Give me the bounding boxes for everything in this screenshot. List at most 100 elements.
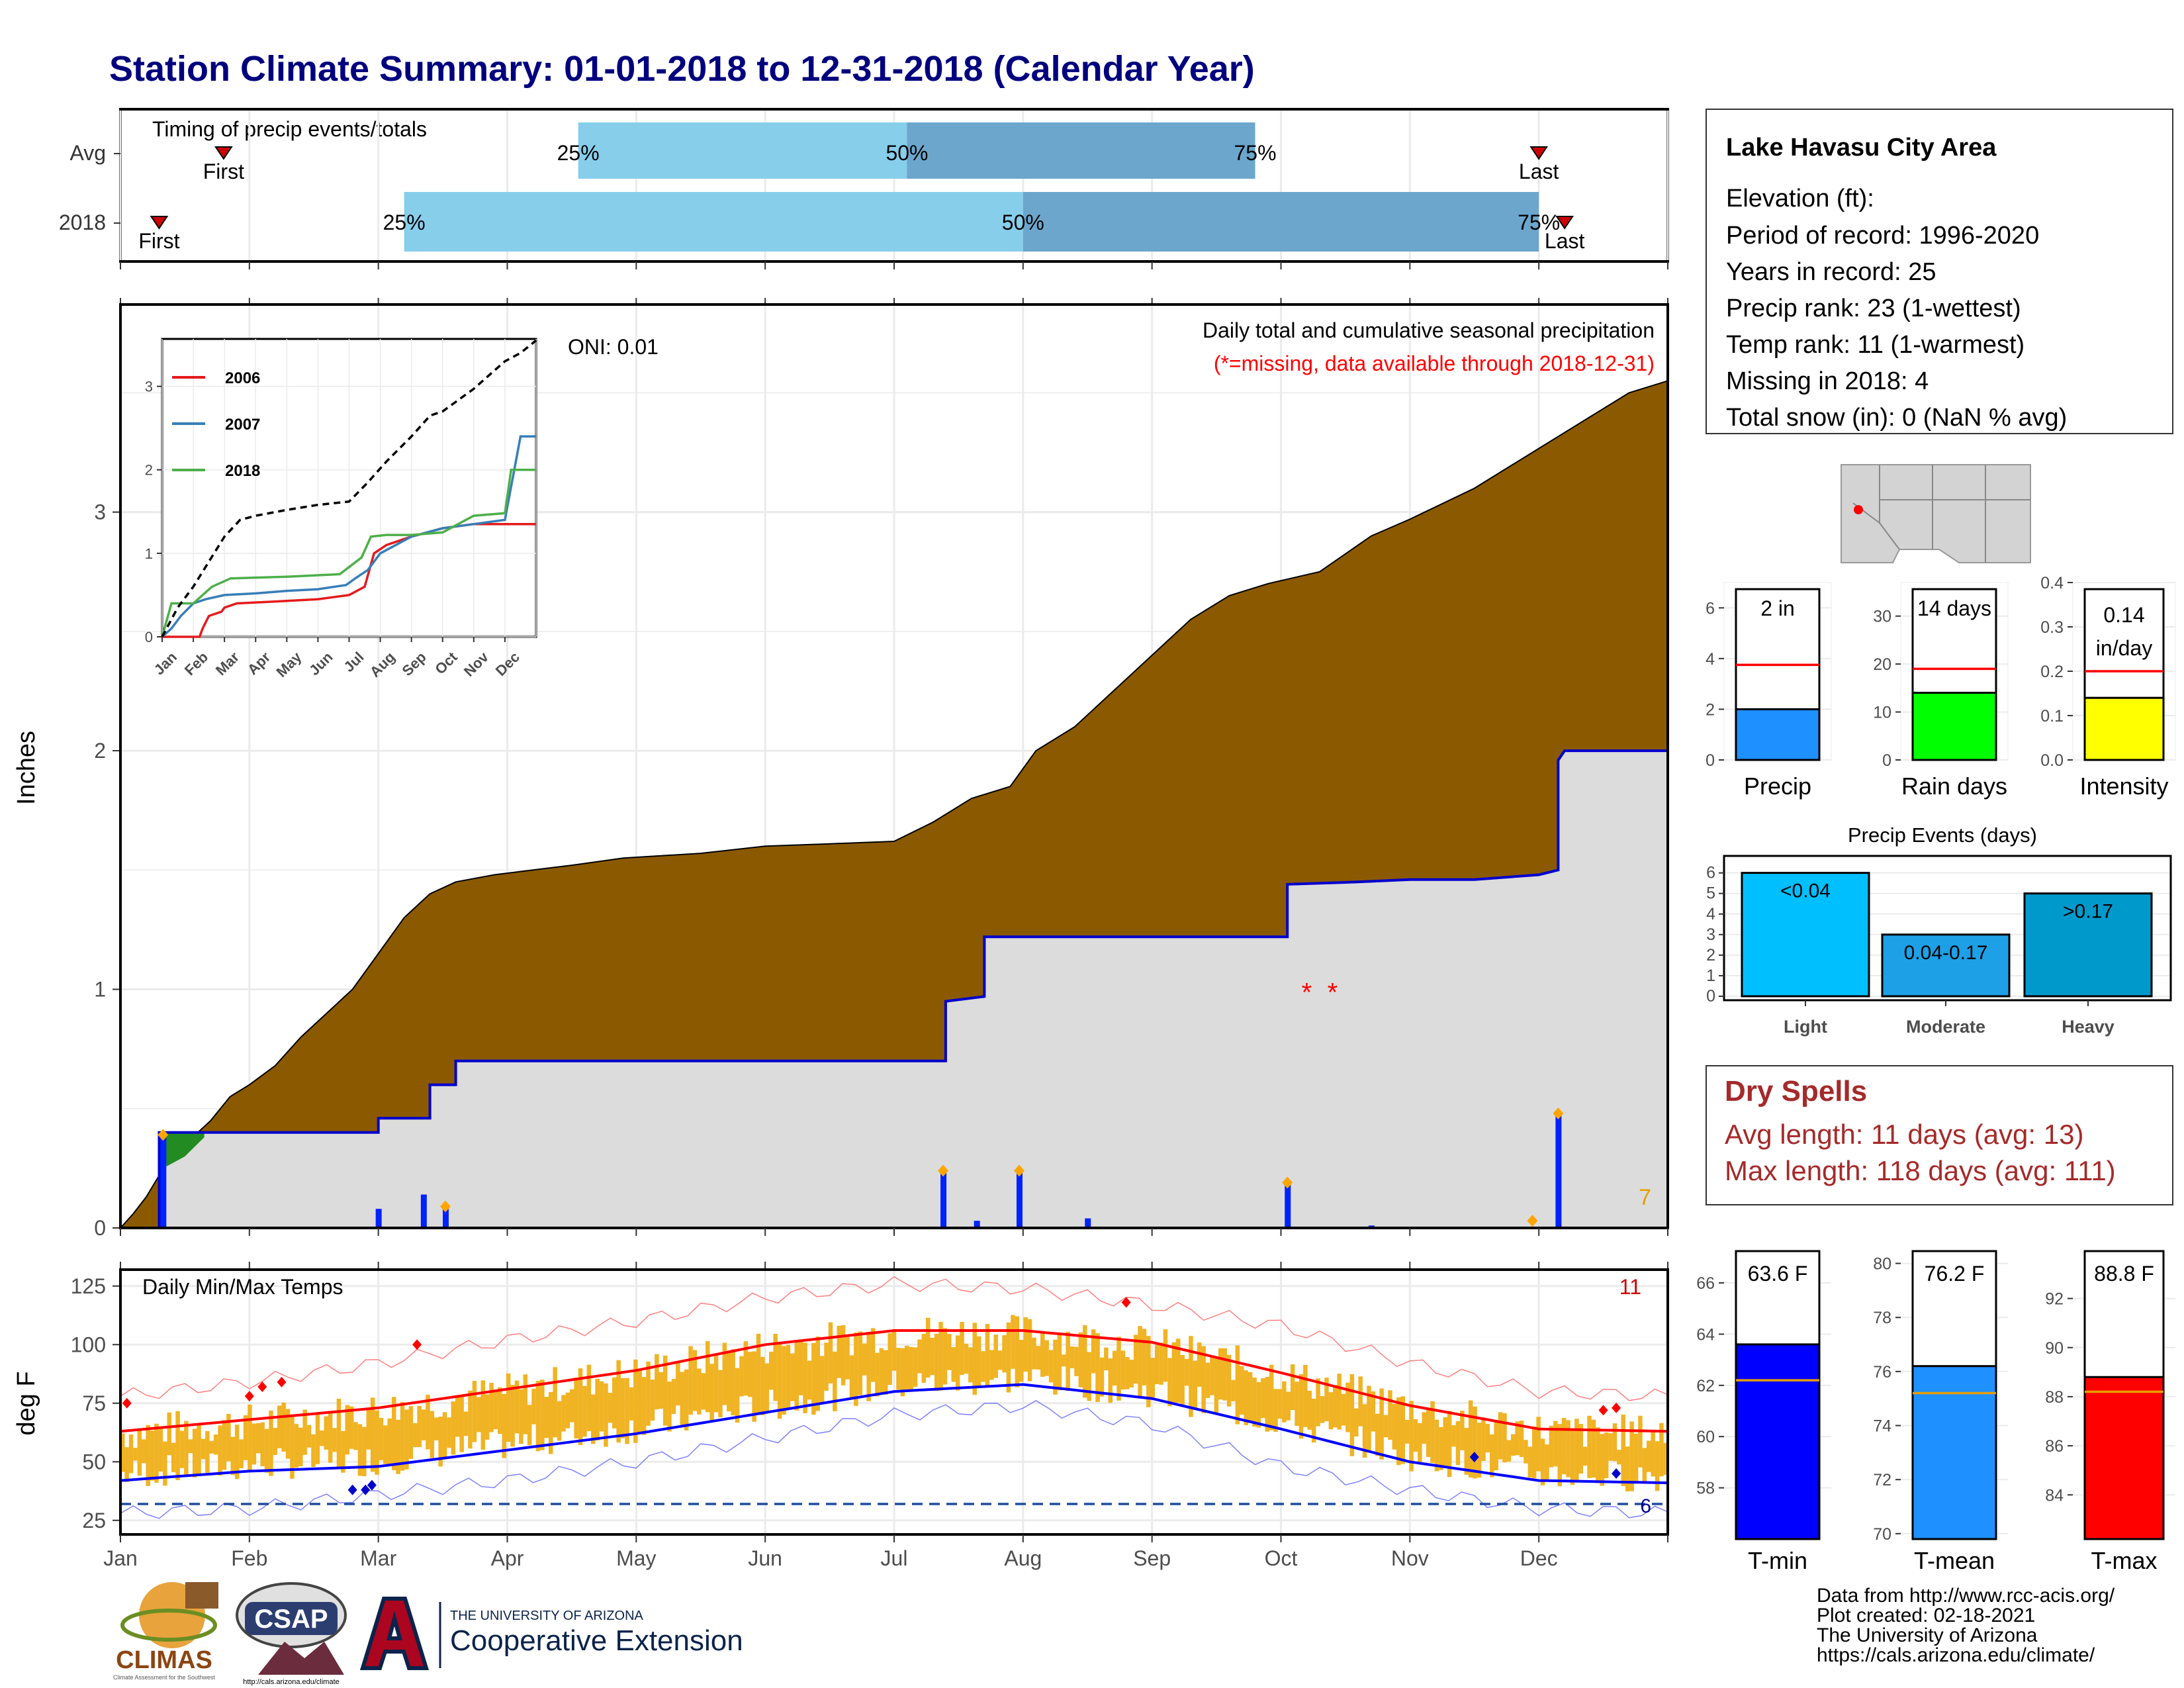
daily-temp-bar (1036, 1346, 1041, 1370)
daily-temp-bar (676, 1361, 680, 1406)
first-marker-icon (150, 216, 169, 230)
csap-badge (245, 1602, 338, 1635)
daily-temp-bar (620, 1378, 625, 1438)
daily-temp-bar (870, 1328, 876, 1382)
daily-temp-bar (277, 1405, 282, 1448)
daily-temp-bar (1451, 1425, 1456, 1447)
daily-precip-bar (1285, 1182, 1291, 1228)
daily-temp-bar (684, 1369, 689, 1430)
daily-temp-bar (1629, 1421, 1634, 1491)
daily-temp-bar (1337, 1374, 1342, 1430)
last-marker-icon (1529, 146, 1549, 160)
daily-temp-bar (514, 1380, 520, 1434)
daily-temp-bar (179, 1430, 185, 1468)
timing-bar-50-75 (907, 122, 1255, 179)
tgauge-y-tick-label: 88 (2045, 1388, 2064, 1407)
daily-temp-bar (1396, 1397, 1401, 1466)
gauge-y-tick-label: 30 (1873, 608, 1891, 626)
daily-temp-bar (357, 1424, 363, 1476)
daily-temp-bar (1536, 1417, 1541, 1472)
daily-temp-bar (498, 1387, 502, 1434)
daily-temp-bar (862, 1343, 867, 1376)
last-label: Last (1519, 160, 1559, 183)
gauge-y-tick-label: 6 (1706, 599, 1715, 618)
daily-temp-bar (222, 1420, 227, 1470)
missing-marker: * (1328, 978, 1338, 1008)
month-label: Dec (1520, 1546, 1558, 1570)
daily-temp-bar (315, 1412, 320, 1464)
daily-temp-bar (976, 1336, 981, 1388)
daily-temp-bar (1069, 1346, 1075, 1368)
daily-temp-bar (1261, 1378, 1265, 1419)
daily-temp-bar (790, 1353, 795, 1401)
daily-temp-bar (951, 1347, 956, 1382)
climas-subtitle: Climate Assessment for the Southwest (113, 1674, 216, 1681)
daily-temp-bar (1324, 1378, 1329, 1421)
daily-temp-bar (1286, 1391, 1291, 1421)
daily-temp-bar (557, 1401, 562, 1441)
daily-temp-bar (1307, 1391, 1312, 1430)
daily-temp-bar (1659, 1423, 1664, 1477)
first-label: First (203, 160, 244, 183)
daily-temp-bar (489, 1383, 494, 1432)
temps-ylabel: deg F (13, 1371, 40, 1435)
daily-temp-bar (650, 1380, 655, 1421)
daily-temp-bar (1418, 1423, 1422, 1463)
daily-temp-bar (807, 1360, 812, 1400)
precip-y-tick-label: 0 (94, 1216, 106, 1240)
daily-temp-bar (1006, 1322, 1011, 1393)
daily-temp-bar (1333, 1385, 1338, 1428)
daily-temp-bar (671, 1379, 676, 1414)
daily-temp-bar (519, 1389, 523, 1444)
daily-temp-bar (502, 1393, 506, 1458)
month-label: Jun (748, 1546, 782, 1570)
record-high-marker (122, 1397, 132, 1409)
daily-temp-bar (1443, 1417, 1447, 1468)
gauge-value-bar (1911, 692, 1997, 761)
events-title: Precip Events (days) (1848, 823, 2037, 847)
daily-temp-bar (133, 1448, 138, 1461)
daily-temp-bar (1159, 1342, 1163, 1385)
daily-temp-bar (1574, 1419, 1579, 1481)
csap-logo: CSAP http://cals.arizona.edu/climate (236, 1582, 347, 1686)
tgauge-y-tick-label: 72 (1873, 1471, 1891, 1489)
daily-temp-bar (1040, 1331, 1045, 1377)
gauge-value-bar (2083, 696, 2165, 761)
daily-temp-bar (667, 1382, 672, 1432)
normal-min-line (120, 1383, 1668, 1485)
gauge-label: Intensity (2079, 773, 2168, 800)
above-average-area (163, 1132, 205, 1168)
daily-temp-bar (1129, 1360, 1134, 1387)
daily-temp-bar (756, 1333, 761, 1413)
daily-temp-bar (124, 1447, 129, 1482)
daily-temp-bar (1647, 1440, 1651, 1472)
daily-temp-bar (794, 1340, 799, 1411)
daily-precip-bar (1555, 1113, 1562, 1228)
daily-temp-bar (947, 1334, 952, 1370)
daily-temp-bar (426, 1395, 430, 1450)
tgauge-y-tick-label: 92 (2045, 1290, 2064, 1309)
daily-temp-bar (561, 1395, 566, 1432)
timing-bar-50-75 (1023, 192, 1539, 252)
daily-temp-bar (205, 1430, 210, 1473)
daily-precip-bar (442, 1206, 449, 1228)
daily-temp-bar (1638, 1415, 1643, 1468)
credits: Data from http://www.rcc-acis.org/ Plot … (1817, 1585, 2115, 1666)
daily-temp-bar (197, 1424, 201, 1474)
daily-temp-bar (1048, 1350, 1054, 1383)
precip-header-1: Daily total and cumulative seasonal prec… (1203, 318, 1655, 342)
tgauge-y-tick-label: 60 (1696, 1428, 1715, 1446)
month-label: Jul (881, 1546, 908, 1570)
temps-y-tick-label: 125 (71, 1274, 106, 1298)
daily-temp-bar (375, 1410, 379, 1475)
daily-temp-bar (1138, 1326, 1142, 1397)
daily-temp-bar (1663, 1442, 1668, 1475)
daily-precip-bar (375, 1209, 382, 1228)
event-category-label: Light (1784, 1017, 1827, 1037)
credit-line: The University of Arizona (1817, 1624, 2038, 1646)
daily-temp-bar (320, 1430, 324, 1446)
daily-temp-bar (120, 1433, 125, 1472)
daily-temp-bar (171, 1442, 176, 1472)
tgauge-value-bar (1735, 1343, 1821, 1540)
daily-temp-bar (1214, 1356, 1219, 1414)
